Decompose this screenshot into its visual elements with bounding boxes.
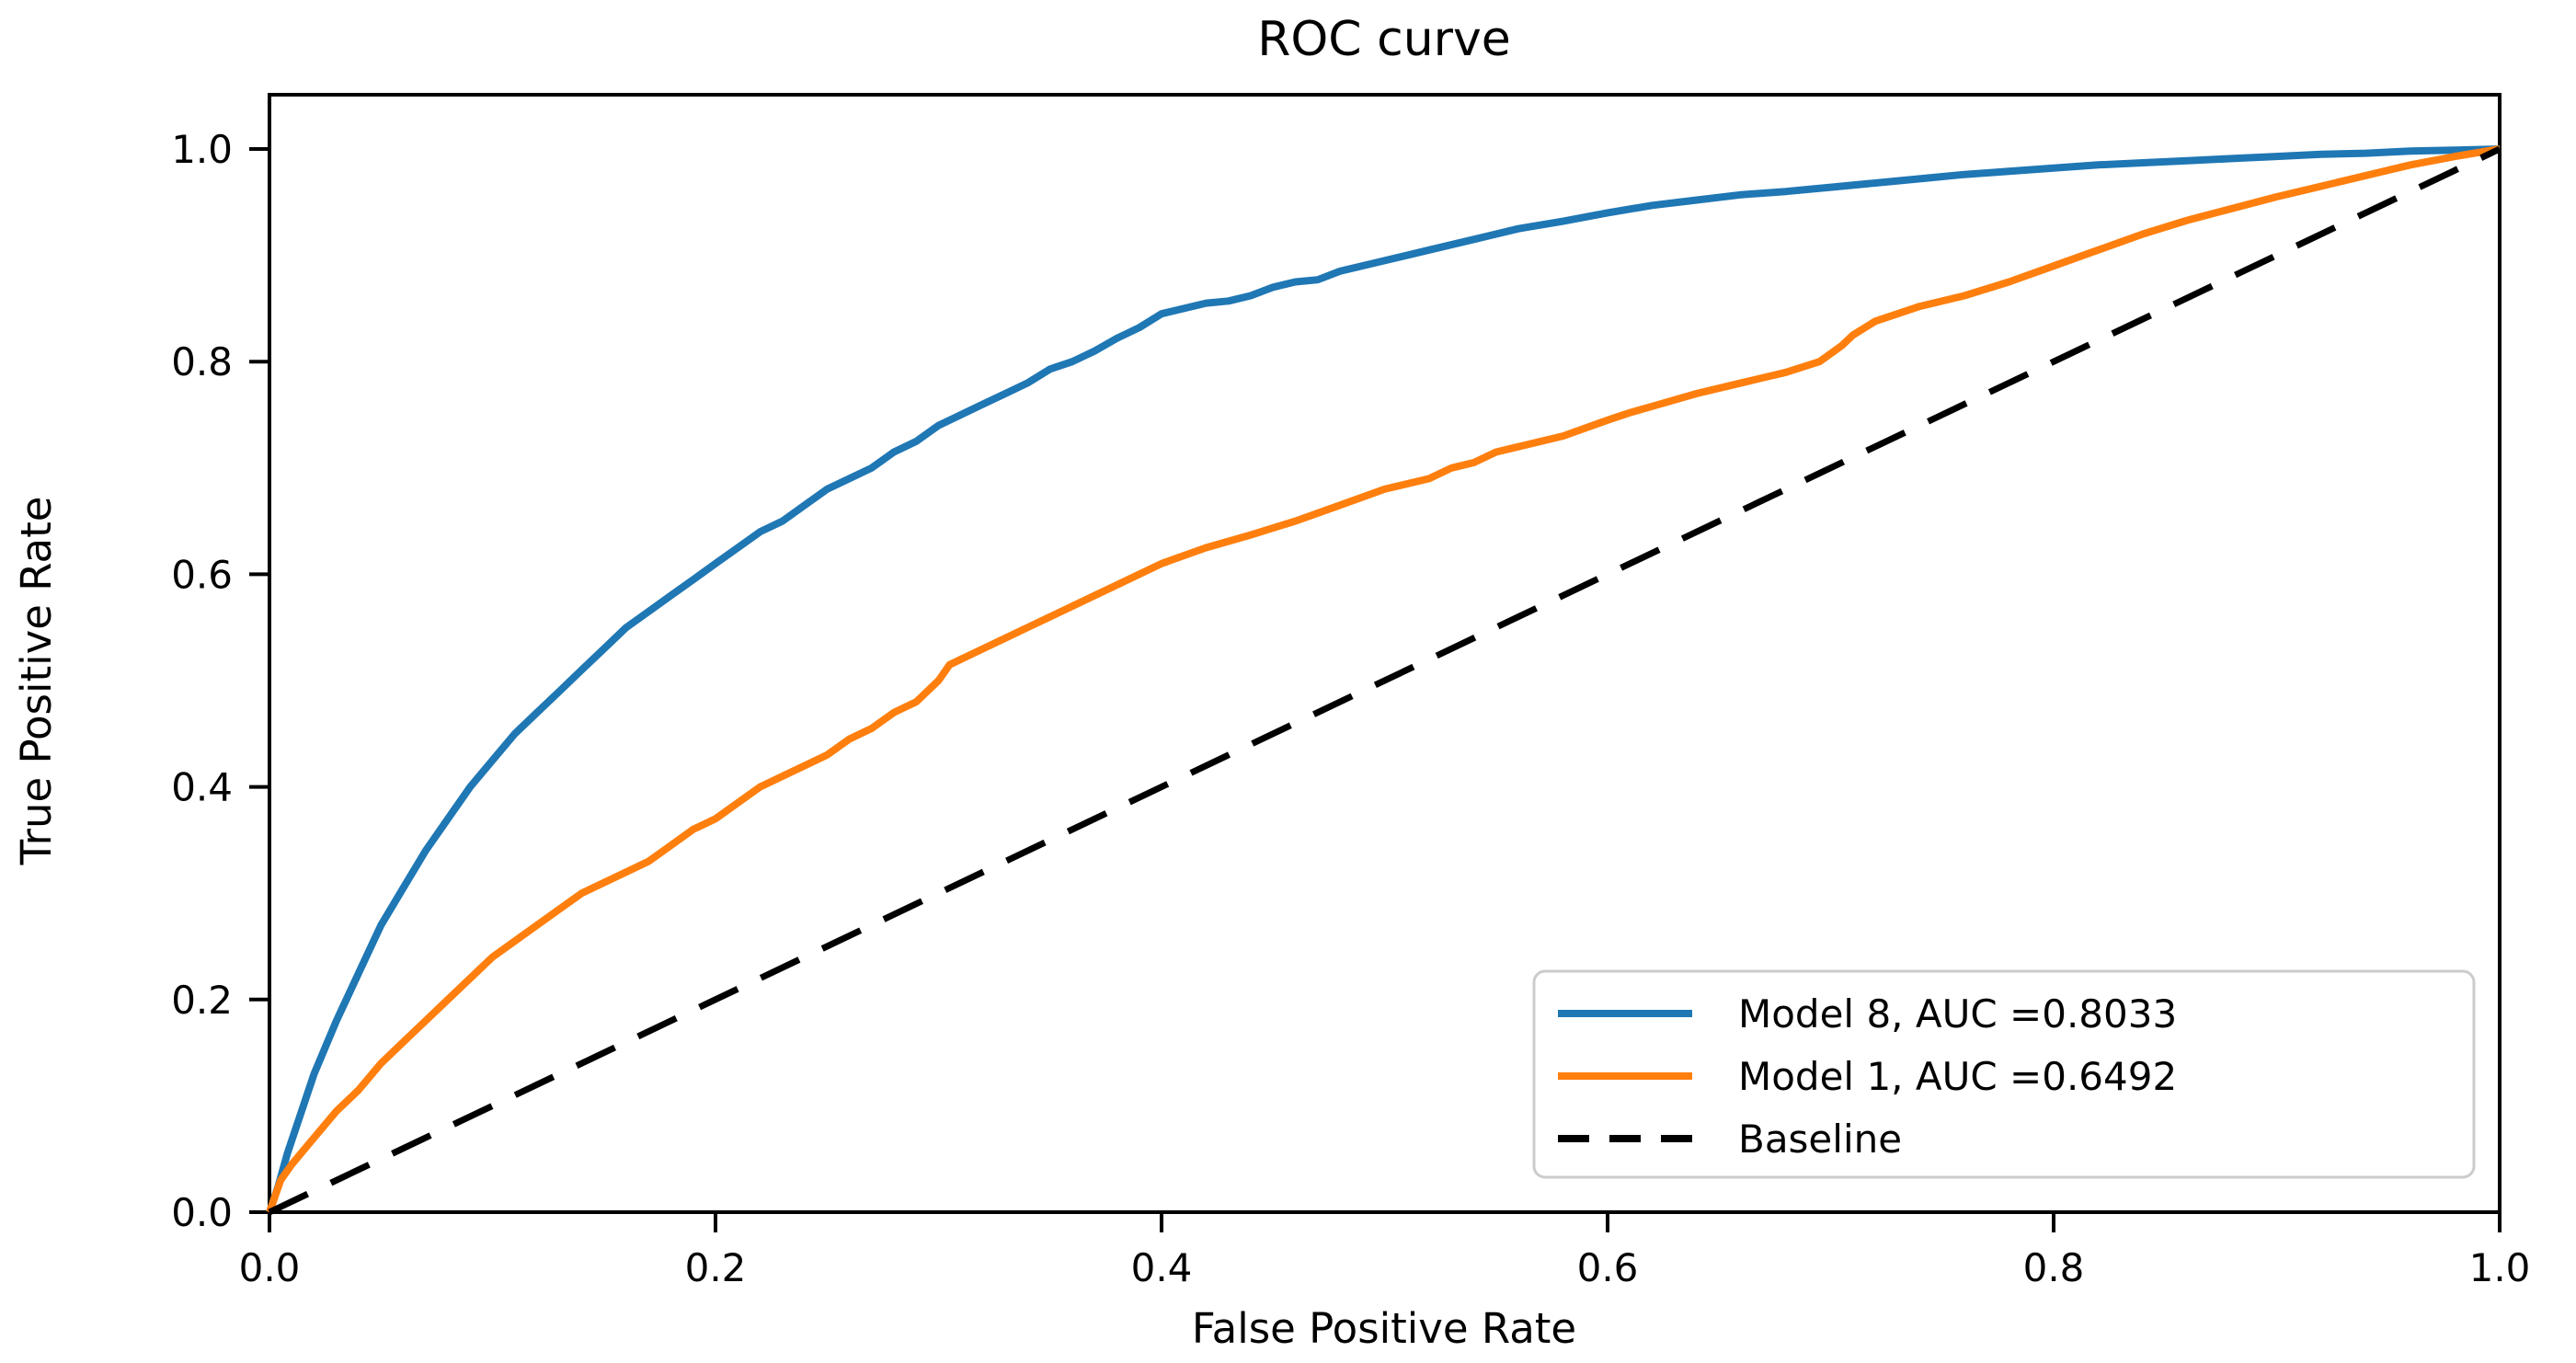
axes-layer: 0.0 0.2 0.4 0.6 0.8 1.0 0.0 0.2 0.4 0.6 0.8 1.0 [171,93,2531,1290]
x-tick-label: 1.0 [2469,1245,2531,1290]
chart-title: ROC curve [1257,12,1511,67]
x-tick-label: 0.0 [239,1245,301,1290]
y-tick-label: 0.2 [171,978,233,1023]
series-baseline [268,145,2502,1216]
x-axis-label: False Positive Rate [1192,1304,1576,1353]
y-tick-label: 1.0 [171,127,233,172]
y-tick-label: 0.6 [171,552,233,597]
legend: Model 8, AUC =0.8033 Model 1, AUC =0.649… [1532,969,2476,1179]
y-axis-label: True Positive Rate [12,497,61,866]
series-layer [266,145,2502,1216]
legend-label-model1: Model 1, AUC =0.6492 [1738,1054,2177,1099]
legend-label-baseline: Baseline [1738,1117,1902,1162]
x-tick-label: 0.4 [1131,1245,1193,1290]
series-model-8 [266,145,2501,1214]
legend-box [1532,969,2476,1179]
x-tick-label: 0.6 [1577,1245,1639,1290]
y-tick-label: 0.0 [171,1190,233,1235]
x-tick-label: 0.2 [685,1245,747,1290]
x-tick-label: 0.8 [2023,1245,2085,1290]
series-model-1 [266,145,2501,1214]
y-tick-label: 0.8 [171,339,233,384]
plot-spines [268,93,2502,1214]
legend-label-model8: Model 8, AUC =0.8033 [1738,991,2177,1037]
y-tick-label: 0.4 [171,765,233,810]
